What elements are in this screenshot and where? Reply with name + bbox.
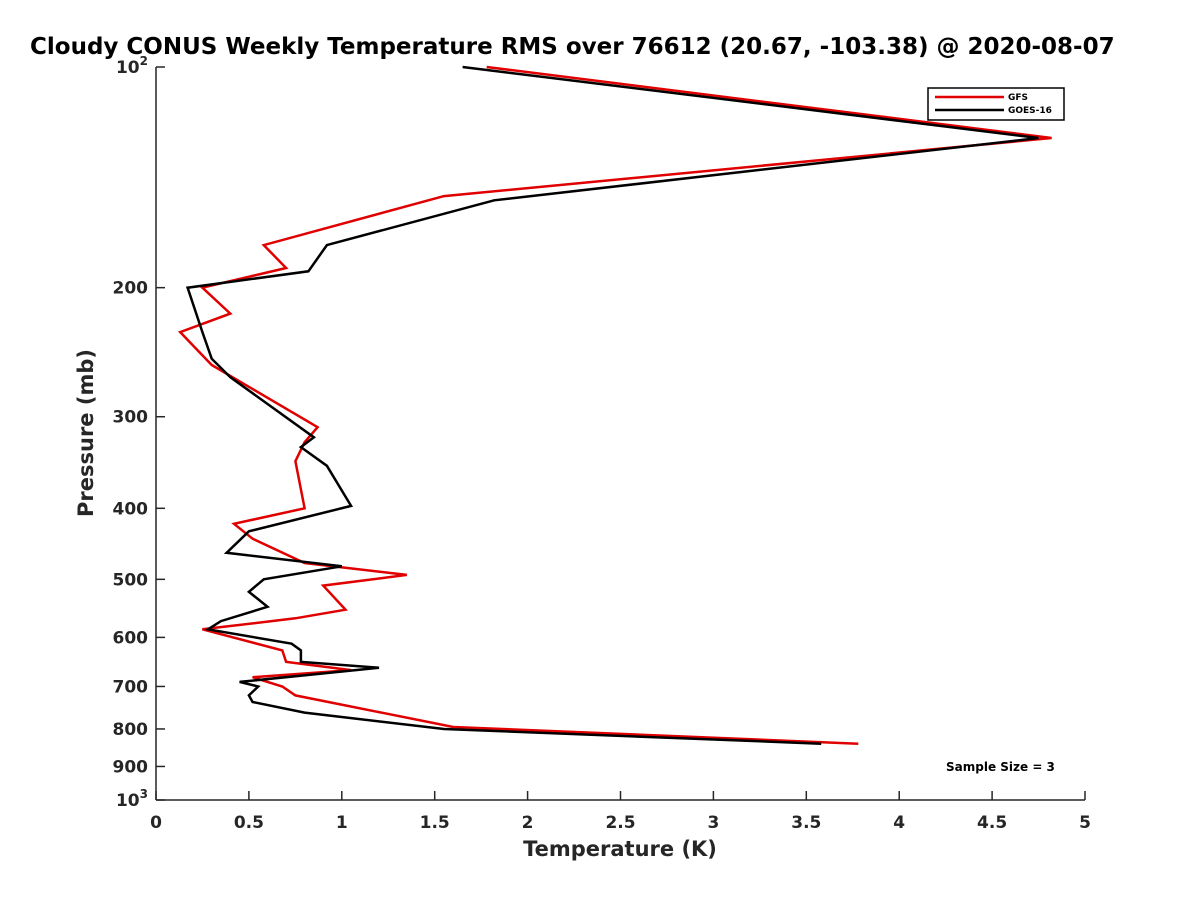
x-tick-label: 3 — [707, 813, 719, 833]
x-tick-label: 0 — [150, 813, 162, 833]
y-tick-label: 700 — [113, 677, 149, 697]
x-tick-label: 4.5 — [977, 813, 1007, 833]
y-ticks: 102 200 300 400 500 600 700 800 900 103 — [113, 54, 165, 811]
x-tick-label: 2 — [522, 813, 534, 833]
x-ticks: 0 0.5 1 1.5 2 2.5 3 3.5 4 4.5 5 — [150, 791, 1091, 833]
y-tick-label: 200 — [113, 279, 149, 299]
y-tick-label: 103 — [116, 787, 148, 811]
x-tick-label: 1.5 — [420, 813, 450, 833]
legend: GFS GOES-16 — [927, 87, 1065, 121]
legend-label-goes16: GOES-16 — [1008, 106, 1052, 116]
chart-title: Cloudy CONUS Weekly Temperature RMS over… — [30, 34, 1115, 60]
legend-label-gfs: GFS — [1008, 93, 1028, 103]
sample-size-annotation: Sample Size = 3 — [946, 760, 1055, 774]
y-tick-label: 102 — [116, 54, 148, 78]
x-axis-label: Temperature (K) — [523, 837, 717, 861]
x-tick-label: 4 — [893, 813, 905, 833]
series-line-goes16 — [185, 65, 1039, 745]
y-tick-label: 800 — [113, 720, 149, 740]
y-tick-label: 900 — [113, 757, 149, 777]
x-tick-label: 3.5 — [791, 813, 821, 833]
y-tick-label: 500 — [113, 570, 149, 590]
x-tick-label: 2.5 — [605, 813, 635, 833]
x-tick-label: 0.5 — [234, 813, 264, 833]
x-tick-label: 5 — [1079, 813, 1091, 833]
y-tick-label: 300 — [113, 408, 149, 428]
legend-box — [927, 87, 1065, 121]
x-tick-label: 1 — [336, 813, 348, 833]
plot-area — [156, 67, 1085, 800]
series-line-gfs — [177, 65, 1052, 745]
y-tick-label: 600 — [113, 628, 149, 648]
y-tick-label: 400 — [113, 499, 149, 519]
y-axis-label: Pressure (mb) — [74, 349, 98, 517]
plot-lines — [177, 65, 1052, 745]
